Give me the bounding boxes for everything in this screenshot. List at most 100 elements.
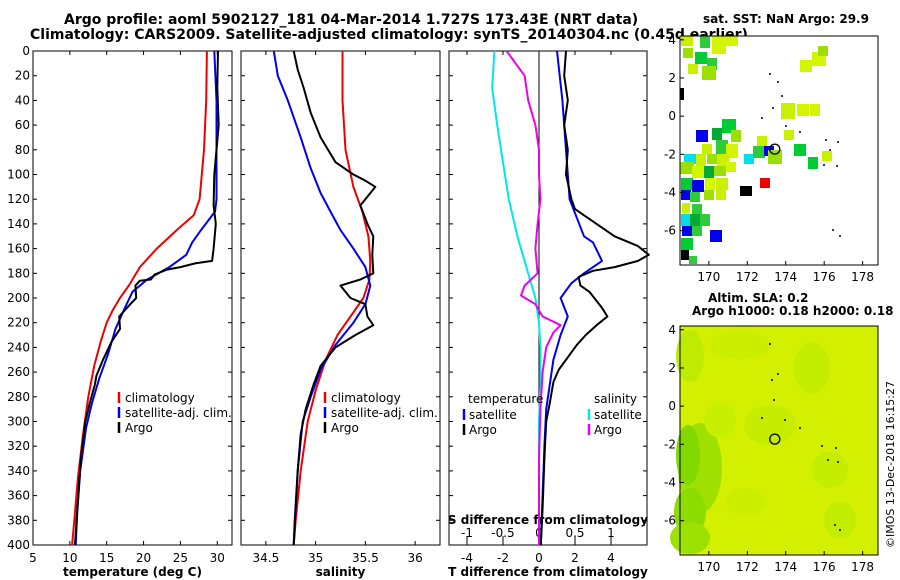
sst-map-cell xyxy=(818,46,828,56)
sst-map-title: sat. SST: NaN Argo: 29.9 xyxy=(703,12,869,26)
sla-map-island xyxy=(835,447,837,449)
sst-map-cell xyxy=(704,166,714,178)
sla-map-blob xyxy=(676,425,700,485)
sla-map-xtick-label: 178 xyxy=(851,560,874,574)
sst-map-cell xyxy=(704,190,714,200)
sst-map-cell xyxy=(690,214,702,226)
sst-map-cell xyxy=(716,140,728,154)
sst-map-cell xyxy=(726,36,738,46)
difference-series-salinity-satellite xyxy=(491,50,542,545)
sla-map-island xyxy=(771,379,773,381)
difference-frame xyxy=(448,50,648,546)
sst-map-cell xyxy=(716,190,726,200)
sst-map-island xyxy=(777,81,779,83)
sst-map-cell xyxy=(681,250,689,260)
temperature-ytick-label: 100 xyxy=(7,168,30,182)
temperature-xlabel: temperature (deg C) xyxy=(63,565,202,579)
sla-map-blob xyxy=(812,452,848,488)
sst-map-cell xyxy=(757,136,767,146)
temperature-ytick-label: 300 xyxy=(7,415,30,429)
sst-map-cell xyxy=(744,154,754,164)
sst-map-cell xyxy=(680,88,684,100)
temperature-ytick-label: 0 xyxy=(22,44,30,58)
temperature-ytick-label: 60 xyxy=(15,118,30,132)
sst-map-cell xyxy=(700,214,710,226)
sst-map-island xyxy=(825,139,827,141)
sla-map-blob xyxy=(794,342,830,394)
sla-map-subtitle: Argo h1000: 0.18 h2000: 0.18 xyxy=(692,304,894,318)
sla-map-island xyxy=(834,524,836,526)
sla-map-xtick-label: 174 xyxy=(774,560,797,574)
sst-map-cell xyxy=(692,226,702,236)
sst-map-xtick-label: 174 xyxy=(774,270,797,284)
temperature-series-climatology xyxy=(71,50,208,546)
sst-map-xtick-label: 176 xyxy=(813,270,836,284)
sst-map-ytick-label: 4 xyxy=(668,33,676,47)
difference-series-temperature-satellite xyxy=(539,50,603,546)
temperature-ytick-label: 260 xyxy=(7,365,30,379)
sst-map-cell xyxy=(692,180,704,192)
difference-legend-salinity-label: satellite xyxy=(594,408,642,422)
sla-map-blob xyxy=(824,502,856,538)
sla-map-island xyxy=(821,445,823,447)
salinity-legend-label: satellite-adj. clim. xyxy=(331,406,438,420)
difference-x2tick-label: 1 xyxy=(607,526,615,540)
sst-map-cell xyxy=(760,178,770,188)
temperature-ytick-label: 120 xyxy=(7,192,30,206)
sst-map-cell xyxy=(794,144,806,156)
difference-legend-salinity-title: salinity xyxy=(594,392,637,406)
sst-map-cell xyxy=(726,162,736,172)
sst-map-island xyxy=(837,141,839,143)
sst-map-cell xyxy=(680,162,694,174)
sla-map-ytick-label: -6 xyxy=(664,514,676,528)
difference-x2label: S difference from climatology xyxy=(448,513,648,527)
sst-map-cell xyxy=(681,238,693,250)
difference-legend-temperature-label: satellite xyxy=(469,408,517,422)
sst-map-cell xyxy=(797,104,809,116)
temperature-xtick-label: 15 xyxy=(99,551,114,565)
sst-map-cell xyxy=(700,36,710,48)
salinity-xlabel: salinity xyxy=(316,565,366,579)
sst-map-cell xyxy=(808,157,818,169)
sst-map-island xyxy=(836,165,838,167)
salinity-series-climatology xyxy=(292,51,372,546)
sst-map-ytick-label: -2 xyxy=(664,147,676,161)
sla-map-ytick-label: -2 xyxy=(664,437,676,451)
sla-map-island xyxy=(827,459,829,461)
sst-map-cell xyxy=(712,128,722,140)
temperature-legend-label: climatology xyxy=(125,391,195,405)
difference-series-temperature-argo xyxy=(539,50,650,546)
salinity-series-argo xyxy=(292,50,377,546)
sla-map-island xyxy=(837,461,839,463)
difference-xtick-label: 2 xyxy=(571,551,579,565)
sst-map-argo-marker xyxy=(769,143,781,155)
sla-map-blob xyxy=(744,405,796,445)
temperature-ytick-label: 320 xyxy=(7,439,30,453)
salinity-xtick-label: 36 xyxy=(407,551,422,565)
sla-map-island xyxy=(773,399,775,401)
sst-map-cell xyxy=(681,36,693,46)
sst-map-cell xyxy=(784,130,794,140)
sla-map-island xyxy=(839,529,841,531)
sla-map-xtick-label: 176 xyxy=(813,560,836,574)
sst-map-cell xyxy=(690,192,700,202)
sla-map-blob xyxy=(704,402,736,438)
sst-map-cell xyxy=(731,130,741,142)
temperature-ytick-label: 180 xyxy=(7,266,30,280)
temperature-ytick-label: 80 xyxy=(15,143,30,157)
sst-map-cell xyxy=(681,178,693,190)
sla-map-frame xyxy=(679,325,879,556)
sla-map-ytick-label: 4 xyxy=(668,323,676,337)
salinity-xtick-label: 35.5 xyxy=(352,551,379,565)
sst-map-cell xyxy=(712,36,726,54)
sst-map-cell xyxy=(682,226,692,236)
salinity-legend-label: climatology xyxy=(331,391,401,405)
sst-map-island xyxy=(829,149,831,151)
temperature-ytick-label: 20 xyxy=(15,69,30,83)
title-line-2: Climatology: CARS2009. Satellite-adjuste… xyxy=(30,27,748,43)
temperature-xtick-label: 25 xyxy=(173,551,188,565)
difference-xtick-label: -4 xyxy=(461,551,473,565)
sst-map-ytick-label: -4 xyxy=(664,185,676,199)
sst-map-cell xyxy=(684,154,696,164)
temperature-ytick-label: 360 xyxy=(7,489,30,503)
